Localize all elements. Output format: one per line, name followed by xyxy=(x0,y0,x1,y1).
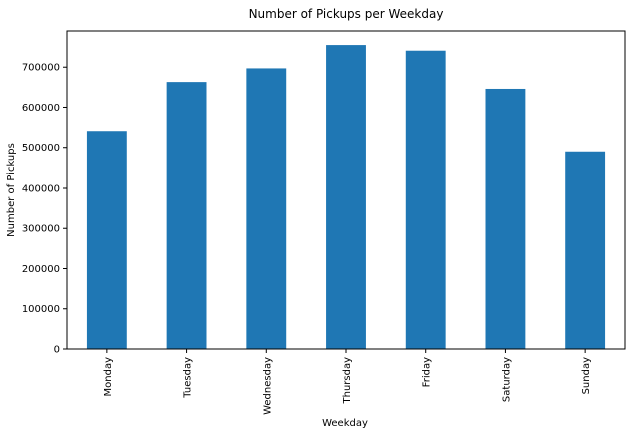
x-tick-label: Monday xyxy=(103,357,114,397)
bar-saturday xyxy=(485,88,526,350)
bar-thursday xyxy=(326,45,366,349)
y-axis-ticks: 0 100000 200000 300000 400000 500000 600000 700… xyxy=(22,63,67,356)
bars xyxy=(86,45,606,350)
x-tick-label: Wednesday xyxy=(262,357,273,415)
bar-monday xyxy=(86,131,127,349)
x-axis-ticks: Monday Tuesday Wednesday Thursday Friday Satu… xyxy=(103,349,592,415)
y-tick-label: 300000 xyxy=(22,224,60,235)
y-tick-label: 0 xyxy=(54,345,60,356)
y-tick-label: 100000 xyxy=(22,304,60,315)
y-tick-label: 600000 xyxy=(22,103,60,114)
bar-sunday xyxy=(565,151,606,349)
y-tick-label: 500000 xyxy=(22,143,60,154)
plot-frame xyxy=(66,30,626,350)
x-tick-label: Thursday xyxy=(342,357,353,405)
y-tick-label: 700000 xyxy=(22,63,60,74)
y-tick-label: 200000 xyxy=(22,264,60,275)
x-tick-label: Tuesday xyxy=(183,357,194,399)
x-axis-title: Weekday xyxy=(322,418,368,429)
x-tick-label: Saturday xyxy=(501,357,512,402)
bar-wednesday xyxy=(246,68,287,350)
x-tick-label: Sunday xyxy=(581,357,592,394)
bar-friday xyxy=(405,50,446,349)
y-tick-label: 400000 xyxy=(22,183,60,194)
bar-tuesday xyxy=(166,82,207,349)
x-tick-label: Friday xyxy=(422,357,433,387)
y-axis-title: Number of Pickups xyxy=(6,143,17,237)
chart-title: Number of Pickups per Weekday xyxy=(249,7,444,21)
